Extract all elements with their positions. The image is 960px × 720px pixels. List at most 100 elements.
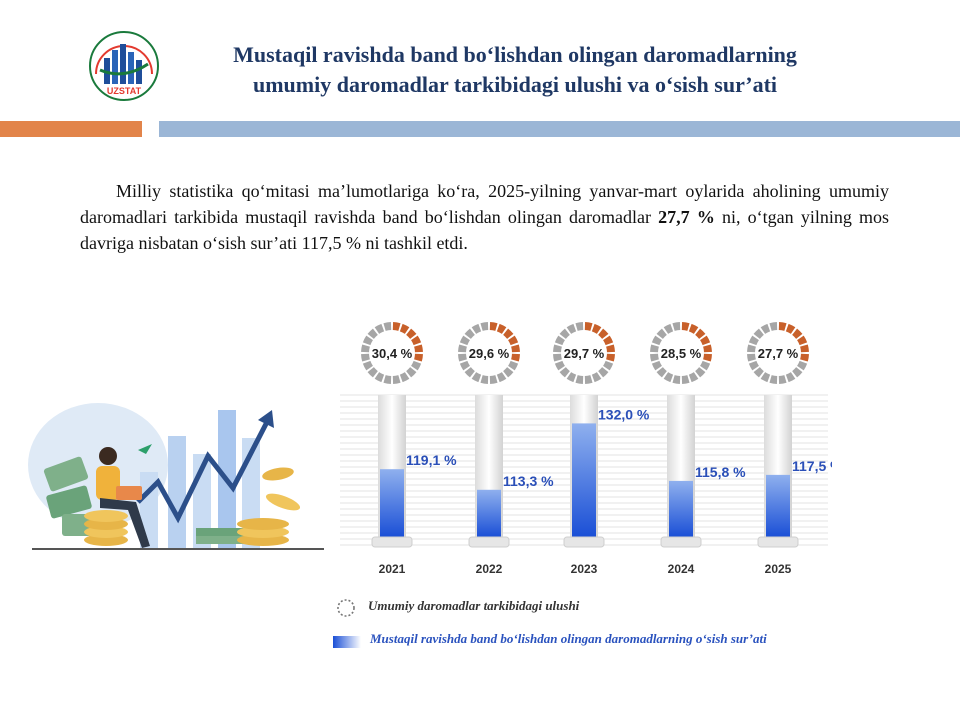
ring-segment — [383, 322, 392, 331]
ring-segment — [650, 344, 659, 353]
ring-segment — [603, 360, 614, 371]
bar-base-2023 — [563, 536, 605, 548]
logo-text: UZSTAT — [107, 86, 142, 96]
title-line-1: Mustaqil ravishda band bo‘lishdan olinga… — [233, 42, 797, 67]
ring-segment — [663, 372, 674, 383]
share-label-2021: 30,4 % — [372, 346, 413, 361]
growth-chart: 119,1 % 2021 30,4 % 113,3 % 2022 29,6 % 132,0 … — [340, 322, 832, 576]
ring-segment — [651, 335, 662, 346]
ring-segment — [511, 353, 520, 362]
growth-label-2024: 115,8 % — [695, 464, 746, 480]
share-ring-2021 — [361, 322, 423, 384]
growth-label-2023: 132,0 % — [598, 406, 650, 422]
ring-segment — [361, 353, 370, 362]
growth-bar-2021 — [380, 469, 404, 537]
ring-segment — [748, 360, 759, 371]
ring-segment — [703, 344, 712, 353]
ring-segment — [362, 335, 373, 346]
ring-segment — [700, 335, 711, 346]
ring-segment — [367, 328, 378, 339]
bar-base-2024 — [660, 536, 702, 548]
ring-segment — [496, 372, 507, 383]
ring-segment — [760, 372, 771, 383]
ring-segment — [606, 344, 615, 353]
ring-segment — [753, 367, 764, 378]
header-divider-blue — [159, 121, 960, 137]
share-ring-2023 — [553, 322, 615, 384]
ring-segment — [584, 322, 593, 331]
ring-segment — [414, 344, 423, 353]
ring-segment — [681, 375, 690, 384]
ring-segment — [489, 375, 498, 384]
ring-segment — [663, 323, 674, 334]
ring-segment — [503, 367, 514, 378]
intro-paragraph: Milliy statistika qo‘mitasi ma’lumotlari… — [80, 178, 889, 256]
ring-segment — [414, 353, 423, 362]
legend-ring-label: Umumiy daromadlar tarkibidagi ulushi — [368, 598, 580, 613]
x-tick-2022: 2022 — [476, 562, 503, 576]
ring-segment — [695, 328, 706, 339]
ring-segment — [411, 335, 422, 346]
ring-segment — [399, 372, 410, 383]
ring-segment — [383, 375, 392, 384]
share-ring-2022 — [458, 322, 520, 384]
share-label-2024: 28,5 % — [661, 346, 702, 361]
bar-base-2021 — [371, 536, 413, 548]
page-title: Mustaqil ravishda band bo‘lishdan olinga… — [175, 40, 855, 100]
ring-segment — [553, 344, 562, 353]
growth-bar-2024 — [669, 480, 693, 537]
ring-segment — [769, 375, 778, 384]
bar-base-2025 — [757, 536, 799, 548]
ring-segment — [464, 328, 475, 339]
intro-text-part1: Milliy statistika qo‘mitasi ma’lumotlari… — [80, 181, 889, 227]
ring-segment — [792, 328, 803, 339]
ring-segment — [797, 335, 808, 346]
ring-segment — [769, 322, 778, 331]
ring-segment — [480, 322, 489, 331]
ring-segment — [559, 328, 570, 339]
ring-segment — [747, 353, 756, 362]
growth-label-2021: 119,1 % — [406, 452, 457, 468]
ring-segment — [503, 328, 514, 339]
ring-segment — [392, 322, 401, 331]
ring-segment — [681, 322, 690, 331]
share-ring-2025 — [747, 322, 809, 384]
ring-segment — [459, 360, 470, 371]
ring-segment — [374, 323, 385, 334]
ring-segment — [792, 367, 803, 378]
ring-segment — [508, 360, 519, 371]
x-tick-2023: 2023 — [571, 562, 598, 576]
ring-segment — [566, 323, 577, 334]
x-tick-2025: 2025 — [765, 562, 792, 576]
ring-segment — [672, 322, 681, 331]
ring-segment — [656, 328, 667, 339]
intro-highlight: 27,7 % — [658, 207, 715, 227]
legend-ring-icon — [337, 599, 355, 617]
ring-segment — [606, 353, 615, 362]
ring-segment — [496, 323, 507, 334]
ring-segment — [748, 335, 759, 346]
ring-segment — [464, 367, 475, 378]
ring-segment — [591, 323, 602, 334]
ring-segment — [598, 367, 609, 378]
title-line-2: umumiy daromadlar tarkibidagi ulushi va … — [252, 72, 778, 97]
ring-segment — [511, 344, 520, 353]
growth-bar-2022 — [477, 489, 501, 537]
legend-bar-swatch — [333, 636, 361, 648]
ring-segment — [489, 322, 498, 331]
growth-label-2022: 113,3 % — [503, 473, 554, 489]
uzstat-logo: UZSTAT — [89, 31, 159, 101]
ring-segment — [650, 353, 659, 362]
x-tick-2024: 2024 — [668, 562, 695, 576]
ring-segment — [553, 353, 562, 362]
ring-segment — [688, 372, 699, 383]
ring-segment — [800, 344, 809, 353]
ring-segment — [591, 372, 602, 383]
ring-segment — [459, 335, 470, 346]
ring-segment — [603, 335, 614, 346]
ring-segment — [361, 344, 370, 353]
ring-segment — [559, 367, 570, 378]
ring-segment — [392, 375, 401, 384]
ring-segment — [584, 375, 593, 384]
ring-segment — [797, 360, 808, 371]
